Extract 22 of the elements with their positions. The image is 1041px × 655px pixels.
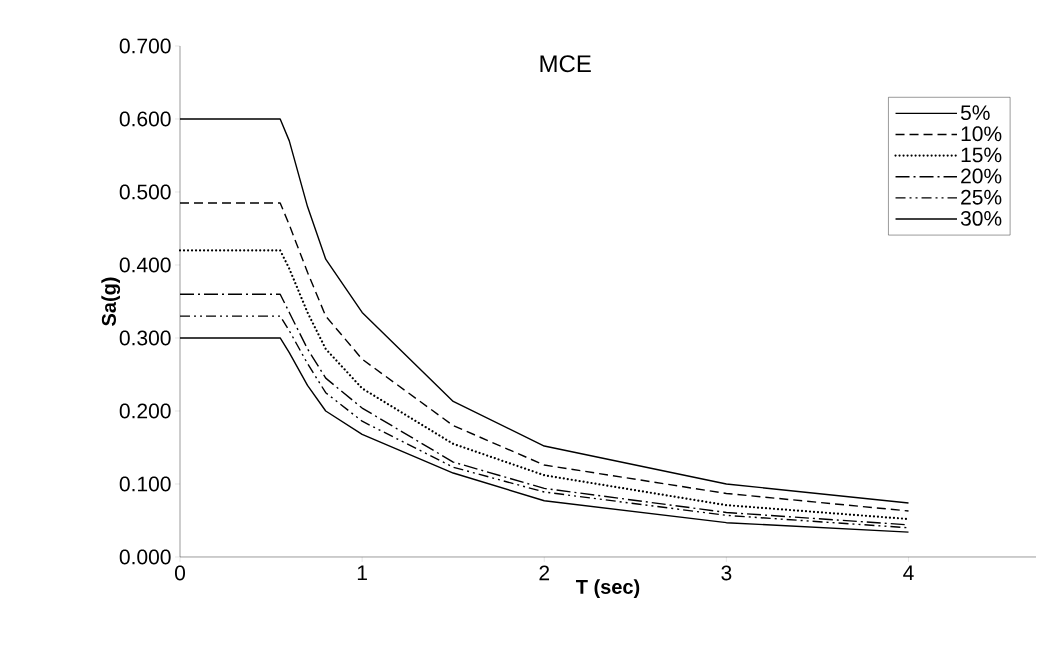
y-tick-label: 0.200 — [119, 403, 171, 419]
y-tick-label: 0.600 — [119, 111, 171, 127]
legend-label: 10% — [961, 126, 1002, 142]
legend-label: 5% — [960, 105, 990, 121]
y-axis-title: Sa(g) — [101, 277, 121, 326]
y-tick-label: 0.700 — [119, 38, 171, 54]
x-tick-label: 1 — [357, 565, 367, 580]
y-tick-label: 0.400 — [119, 257, 171, 273]
chart-title: MCE — [540, 55, 591, 73]
legend-label: 30% — [960, 210, 1002, 226]
y-tick-label: 0.300 — [119, 330, 171, 346]
x-tick-label: 3 — [721, 565, 732, 581]
x-axis-title: T (sec) — [575, 579, 640, 598]
x-tick-label: 4 — [903, 565, 914, 580]
y-tick-label: 0.500 — [119, 184, 171, 200]
legend-label: 20% — [961, 168, 1002, 184]
legend-label: 15% — [961, 147, 1002, 163]
x-tick-label: 2 — [539, 565, 550, 581]
legend-label: 25% — [961, 189, 1002, 205]
x-tick-label: 0 — [174, 565, 186, 581]
y-tick-label: 0.100 — [119, 476, 171, 492]
y-tick-label: 0.000 — [119, 549, 171, 565]
